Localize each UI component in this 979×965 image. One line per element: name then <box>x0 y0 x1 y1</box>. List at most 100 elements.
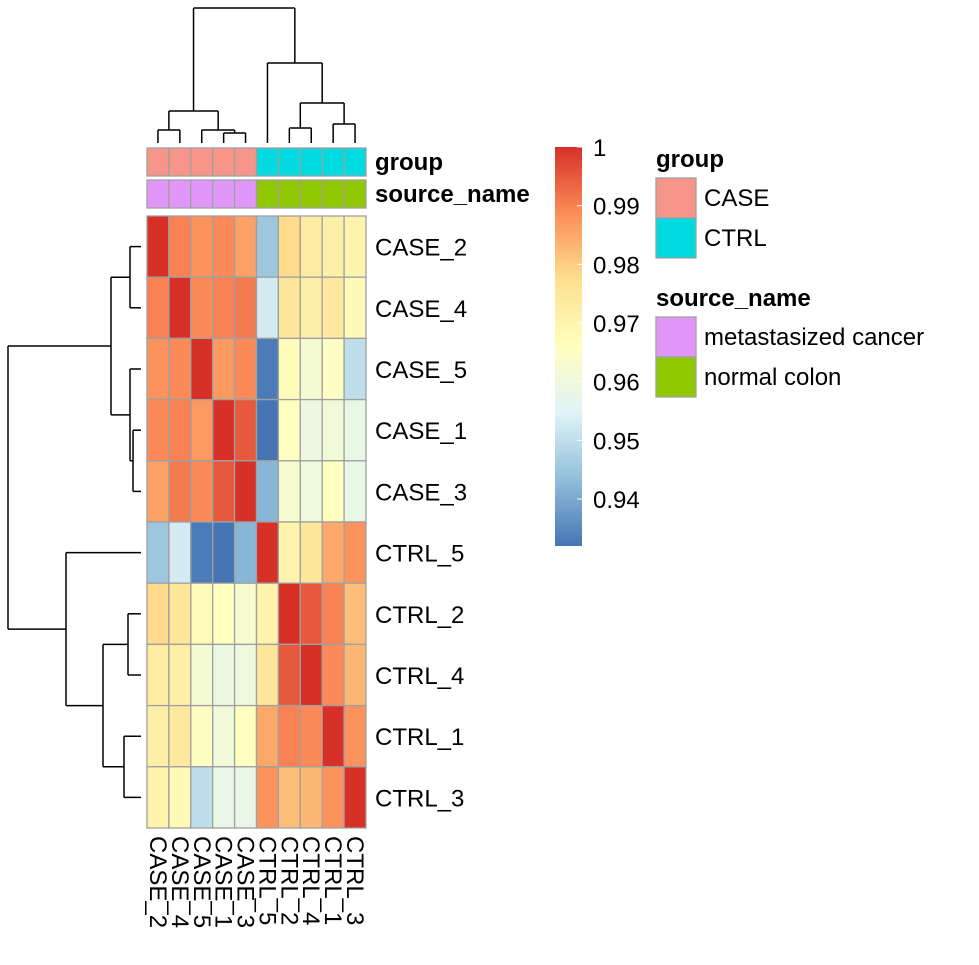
heatmap-cell-CASE_1-CTRL_4 <box>299 398 323 462</box>
heatmap-cell-CASE_4-CTRL_3 <box>343 276 367 340</box>
heatmap-cell-CTRL_4-CASE_3 <box>233 643 258 707</box>
row-labels: CASE_2 CASE_4 CASE_5 CASE_1 CASE_3 CTRL_5 CTRL… <box>375 235 467 813</box>
heatmap-cell-CASE_5-CASE_1 <box>212 337 236 401</box>
row-label-CASE_3: CASE_3 <box>375 479 467 506</box>
row-label-CTRL_2: CTRL_2 <box>375 602 464 629</box>
heatmap-cell-CASE_1-CASE_3 <box>233 398 258 462</box>
heatmap-cell-CASE_4-CASE_4 <box>168 276 192 340</box>
heatmap-cell-CTRL_1-CASE_4 <box>168 704 192 768</box>
heatmap-cell-CTRL_2-CASE_1 <box>212 582 236 646</box>
heatmap-cell-CTRL_2-CTRL_4 <box>299 582 323 646</box>
heatmap-cell-CASE_5-CASE_3 <box>233 337 258 401</box>
heatmap-cell-CASE_2-CASE_3 <box>233 215 258 278</box>
heatmap-cell-CTRL_2-CTRL_2 <box>277 582 301 646</box>
annotation-legend: group CASE CTRL source_name metastasized can… <box>655 146 924 398</box>
heatmap-cell-CTRL_3-CASE_1 <box>212 766 236 829</box>
column-dendrogram <box>157 7 356 143</box>
heatmap-cell-CASE_1-CASE_2 <box>146 398 170 462</box>
heatmap-cell-CASE_3-CASE_2 <box>146 460 170 523</box>
heatmap-cell-CTRL_2-CASE_2 <box>146 582 170 646</box>
annotation-cell-source_name-CTRL_2 <box>277 179 301 209</box>
annotation-cell-source_name-CTRL_3 <box>343 179 367 209</box>
heatmap-cell-CTRL_3-CTRL_2 <box>277 766 301 829</box>
column-label-CTRL_1: CTRL_1 <box>319 836 346 925</box>
heatmap-cell-CASE_1-CTRL_1 <box>321 398 345 462</box>
column-label-CASE_1: CASE_1 <box>210 836 237 928</box>
row-label-CASE_4: CASE_4 <box>375 296 467 323</box>
heatmap-cell-CTRL_3-CASE_3 <box>233 766 258 829</box>
annotation-cell-source_name-CASE_5 <box>190 179 214 209</box>
heatmap-cell-CASE_5-CTRL_5 <box>255 337 280 401</box>
heatmap-cell-CASE_5-CTRL_4 <box>299 337 323 401</box>
heatmap-cell-CTRL_5-CASE_5 <box>190 521 214 584</box>
legend-title-group: group <box>656 146 724 173</box>
colorbar-tick-label: 1 <box>593 135 606 162</box>
heatmap-cell-CASE_3-CASE_1 <box>212 460 236 523</box>
heatmap-cell-CTRL_1-CTRL_3 <box>343 704 367 768</box>
heatmap-cell-CTRL_1-CTRL_5 <box>255 704 280 768</box>
heatmap-cell-CASE_2-CTRL_2 <box>277 215 301 278</box>
colorbar-tick-label: 0.94 <box>593 487 640 514</box>
legend-title-source_name: source_name <box>656 285 811 312</box>
annotation-cell-group-CTRL_2 <box>277 147 301 177</box>
heatmap-cell-CTRL_5-CTRL_1 <box>321 521 345 584</box>
heatmap-cell-CTRL_2-CTRL_5 <box>255 582 280 646</box>
heatmap-cell-CTRL_3-CTRL_4 <box>299 766 323 829</box>
colorbar-tick-label: 0.96 <box>593 370 640 397</box>
heatmap-cell-CASE_3-CTRL_4 <box>299 460 323 523</box>
heatmap-cell-CASE_2-CASE_4 <box>168 215 192 278</box>
heatmap-cell-CTRL_5-CTRL_2 <box>277 521 301 584</box>
heatmap-cell-CTRL_3-CTRL_5 <box>255 766 280 829</box>
heatmap-cell-CTRL_1-CASE_5 <box>190 704 214 768</box>
annotation-cell-group-CTRL_5 <box>255 147 280 177</box>
heatmap-cell-CTRL_1-CTRL_1 <box>321 704 345 768</box>
heatmap-cell-CASE_3-CASE_5 <box>190 460 214 523</box>
heatmap-cell-CTRL_1-CTRL_2 <box>277 704 301 768</box>
heatmap-cell-CTRL_3-CTRL_1 <box>321 766 345 829</box>
annotation-cell-source_name-CTRL_1 <box>321 179 345 209</box>
heatmap-cell-CASE_5-CTRL_1 <box>321 337 345 401</box>
heatmap-cell-CASE_1-CASE_5 <box>190 398 214 462</box>
heatmap-cell-CASE_2-CASE_2 <box>146 215 170 278</box>
heatmap-cell-CASE_3-CTRL_5 <box>255 460 280 523</box>
heatmap-cell-CASE_2-CTRL_3 <box>343 215 367 278</box>
heatmap-cell-CASE_3-CASE_3 <box>233 460 258 523</box>
annotation-cell-source_name-CTRL_5 <box>255 179 280 209</box>
heatmap-cell-CTRL_2-CTRL_3 <box>343 582 367 646</box>
heatmap-cell-CASE_4-CASE_2 <box>146 276 170 340</box>
heatmap-cell-CASE_2-CTRL_1 <box>321 215 345 278</box>
heatmap-cell-CASE_5-CASE_2 <box>146 337 170 401</box>
heatmap-cell-CASE_2-CTRL_5 <box>255 215 280 278</box>
heatmap-cell-CTRL_5-CTRL_5 <box>255 521 280 584</box>
row-label-CTRL_1: CTRL_1 <box>375 724 464 751</box>
heatmap-cell-CTRL_1-CASE_2 <box>146 704 170 768</box>
column-label-CTRL_4: CTRL_4 <box>297 836 324 925</box>
column-label-CTRL_2: CTRL_2 <box>275 836 302 925</box>
heatmap-cell-CTRL_3-CASE_5 <box>190 766 214 829</box>
row-label-CASE_1: CASE_1 <box>375 418 467 445</box>
heatmap-cell-CASE_4-CTRL_5 <box>255 276 280 340</box>
heatmap-cell-CTRL_5-CASE_2 <box>146 521 170 584</box>
heatmap-cell-CTRL_3-CASE_4 <box>168 766 192 829</box>
colorbar-tick-label: 0.97 <box>593 311 640 338</box>
column-label-CASE_3: CASE_3 <box>232 836 259 928</box>
annotation-cell-group-CASE_1 <box>212 147 236 177</box>
heatmap-cell-CTRL_4-CASE_2 <box>146 643 170 707</box>
legend-swatch-CASE <box>655 177 697 219</box>
annotation-cell-group-CASE_5 <box>190 147 214 177</box>
heatmap-cell-CASE_5-CTRL_2 <box>277 337 301 401</box>
heatmap-cell-CTRL_4-CTRL_1 <box>321 643 345 707</box>
annotation-cell-group-CASE_3 <box>233 147 258 177</box>
heatmap-cell-CASE_4-CTRL_2 <box>277 276 301 340</box>
heatmap-cell-CTRL_1-CTRL_4 <box>299 704 323 768</box>
heatmap-cell-CASE_1-CTRL_5 <box>255 398 280 462</box>
row-label-CTRL_5: CTRL_5 <box>375 541 464 568</box>
heatmap-cell-CTRL_5-CTRL_4 <box>299 521 323 584</box>
legend-swatch-CTRL <box>655 217 697 259</box>
heatmap-cell-CASE_4-CTRL_1 <box>321 276 345 340</box>
annotation-track-label-group: group <box>375 149 443 176</box>
row-label-CASE_5: CASE_5 <box>375 357 467 384</box>
heatmap-cell-CTRL_1-CASE_3 <box>233 704 258 768</box>
heatmap-cell-CTRL_1-CASE_1 <box>212 704 236 768</box>
heatmap-cell-CTRL_3-CASE_2 <box>146 766 170 829</box>
